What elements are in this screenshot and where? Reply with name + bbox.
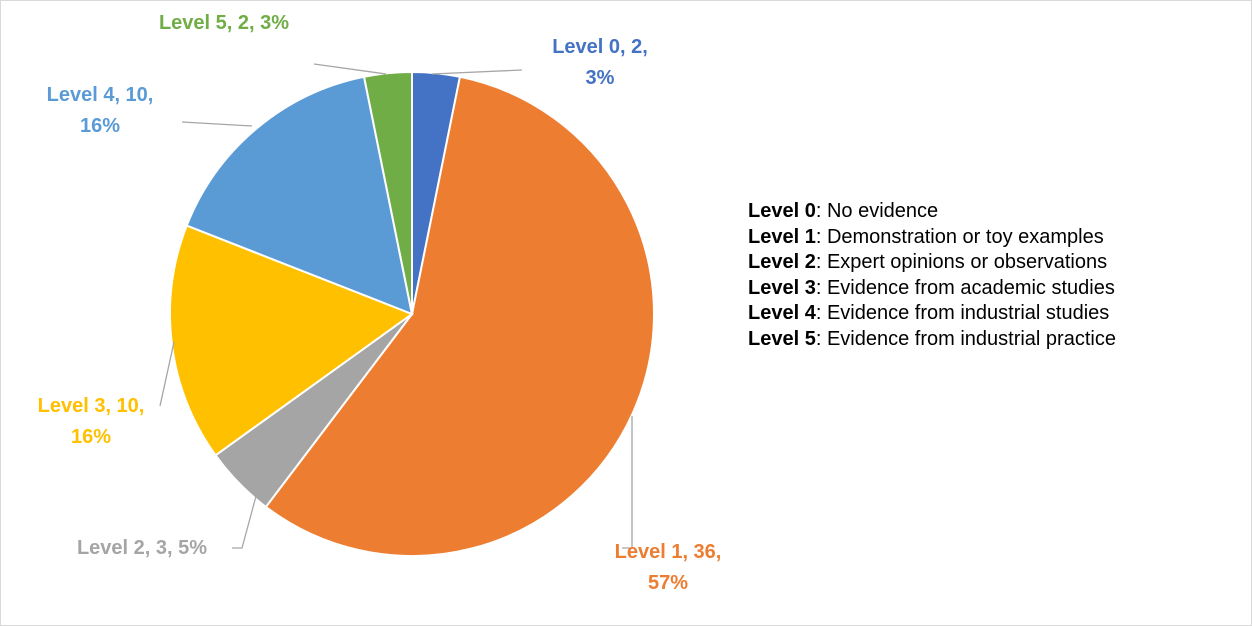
pie-slice — [185, 75, 414, 316]
legend-description: : Demonstration or toy examples — [815, 225, 1104, 248]
data-label: Level 2, 3, 5% — [76, 537, 208, 559]
data-label: Level 5, 2, 3% — [158, 12, 290, 34]
legend-key: Level 1 — [748, 225, 816, 248]
legend-entry: Level 3: Evidence from academic studies — [748, 276, 1115, 300]
pie — [169, 70, 655, 557]
legend-entry: Level 0: No evidence — [748, 199, 938, 223]
legend-key: Level 5 — [748, 327, 816, 350]
leader-lines — [159, 63, 633, 549]
legend-key: Level 3 — [748, 276, 816, 299]
legend-key: Level 0 — [748, 200, 816, 222]
pie-slice — [362, 70, 413, 315]
legend-entry: Level 1: Demonstration or toy examples — [748, 225, 1104, 249]
leader-line — [622, 416, 633, 549]
legend-description: : Expert opinions or observations — [815, 251, 1108, 273]
legend-description: : Evidence from industrial practice — [815, 327, 1116, 350]
leader-line — [181, 121, 253, 127]
data-label: Level 1, 36, 57% — [614, 541, 722, 594]
legend-key: Level 4 — [748, 302, 816, 324]
pie-slice — [264, 75, 655, 557]
leader-line — [159, 341, 175, 407]
leader-line — [431, 69, 523, 75]
legend-description: : Evidence from academic studies — [815, 276, 1115, 299]
legend-entry: Level 5: Evidence from industrial practi… — [748, 327, 1116, 351]
legend-entry: Level 4: Evidence from industrial studie… — [748, 301, 1109, 325]
leader-line — [232, 462, 266, 549]
legend-key: Level 2 — [748, 251, 816, 273]
legend-description: : No evidence — [815, 200, 939, 222]
data-label: Level 0, 2, 3% — [552, 36, 648, 89]
legend-description: : Evidence from industrial studies — [815, 302, 1110, 324]
pie-slice — [169, 224, 415, 457]
leader-line — [313, 63, 387, 75]
data-label: Level 3, 10, 16% — [37, 395, 145, 448]
legend-entry: Level 2: Expert opinions or observations — [748, 250, 1107, 274]
data-label: Level 4, 10, 16% — [46, 84, 154, 137]
